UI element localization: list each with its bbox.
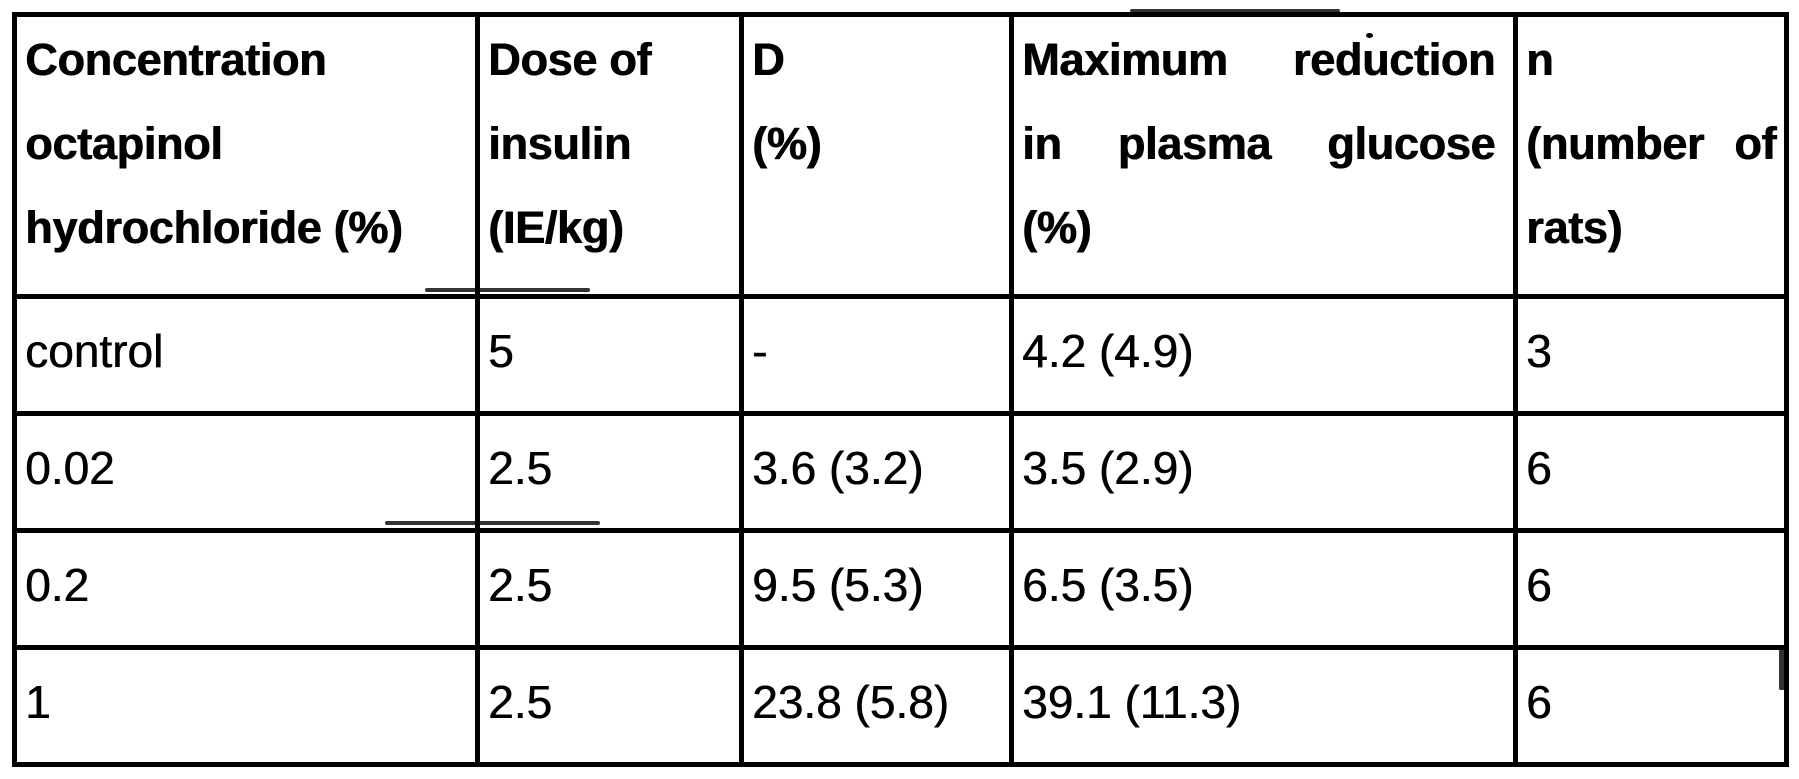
table-cell-concentration: 1 xyxy=(12,645,480,767)
table-cell-max-reduction: 6.5 (3.5) xyxy=(1009,528,1518,650)
table-cell-max-reduction: 39.1 (11.3) xyxy=(1009,645,1518,767)
table-cell-concentration: 0.02 xyxy=(12,411,480,533)
header-row: Concentration octapinol hydrochloride (%… xyxy=(12,12,1789,299)
table-row: 0.02 2.5 3.6 (3.2) 3.5 (2.9) 6 xyxy=(12,411,1789,533)
table-cell-d: 9.5 (5.3) xyxy=(739,528,1014,650)
header-line: (%) xyxy=(1022,202,1092,253)
table-cell-d: 3.6 (3.2) xyxy=(739,411,1014,533)
table-cell-max-reduction: 3.5 (2.9) xyxy=(1009,411,1518,533)
table-cell-n: 6 xyxy=(1513,528,1789,650)
header-line: D xyxy=(752,34,785,85)
table-cell-n: 3 xyxy=(1513,294,1789,416)
table-cell-dose: 2.5 xyxy=(475,645,744,767)
header-line: Dose of xyxy=(488,34,651,85)
header-line: in plasma glucose xyxy=(1022,118,1495,169)
header-line: hydrochloride (%) xyxy=(25,202,403,253)
header-cell-concentration: Concentration octapinol hydrochloride (%… xyxy=(12,12,480,299)
table-row: control 5 - 4.2 (4.9) 3 xyxy=(12,294,1789,416)
header-line: (%) xyxy=(752,118,822,169)
header-line: Maximum reduction xyxy=(1022,34,1495,85)
results-table: Concentration octapinol hydrochloride (%… xyxy=(12,12,1789,767)
header-cell-n-rats: n (number of rats) xyxy=(1513,12,1789,299)
table-cell-max-reduction: 4.2 (4.9) xyxy=(1009,294,1518,416)
table-cell-concentration: control xyxy=(12,294,480,416)
header-line: Concentration xyxy=(25,34,327,85)
table-cell-n: 6 xyxy=(1513,411,1789,533)
header-line: octapinol xyxy=(25,118,223,169)
table-cell-d: 23.8 (5.8) xyxy=(739,645,1014,767)
header-line: rats) xyxy=(1526,202,1623,253)
header-cell-dose-of-insulin: Dose of insulin (IE/kg) xyxy=(475,12,744,299)
table-cell-d: - xyxy=(739,294,1014,416)
header-line: (number of xyxy=(1526,118,1776,169)
header-cell-max-reduction: Maximum reduction in plasma glucose (%) xyxy=(1009,12,1518,299)
table-cell-dose: 2.5 xyxy=(475,411,744,533)
table-cell-n: 6 xyxy=(1513,645,1789,767)
table-row: 1 2.5 23.8 (5.8) 39.1 (11.3) 6 xyxy=(12,645,1789,767)
table-cell-dose: 5 xyxy=(475,294,744,416)
header-cell-d-percent: D (%) xyxy=(739,12,1014,299)
header-line: insulin xyxy=(488,118,631,169)
header-line: (IE/kg) xyxy=(488,202,624,253)
header-line: n xyxy=(1526,34,1554,85)
table-cell-concentration: 0.2 xyxy=(12,528,480,650)
table-cell-dose: 2.5 xyxy=(475,528,744,650)
table-row: 0.2 2.5 9.5 (5.3) 6.5 (3.5) 6 xyxy=(12,528,1789,650)
